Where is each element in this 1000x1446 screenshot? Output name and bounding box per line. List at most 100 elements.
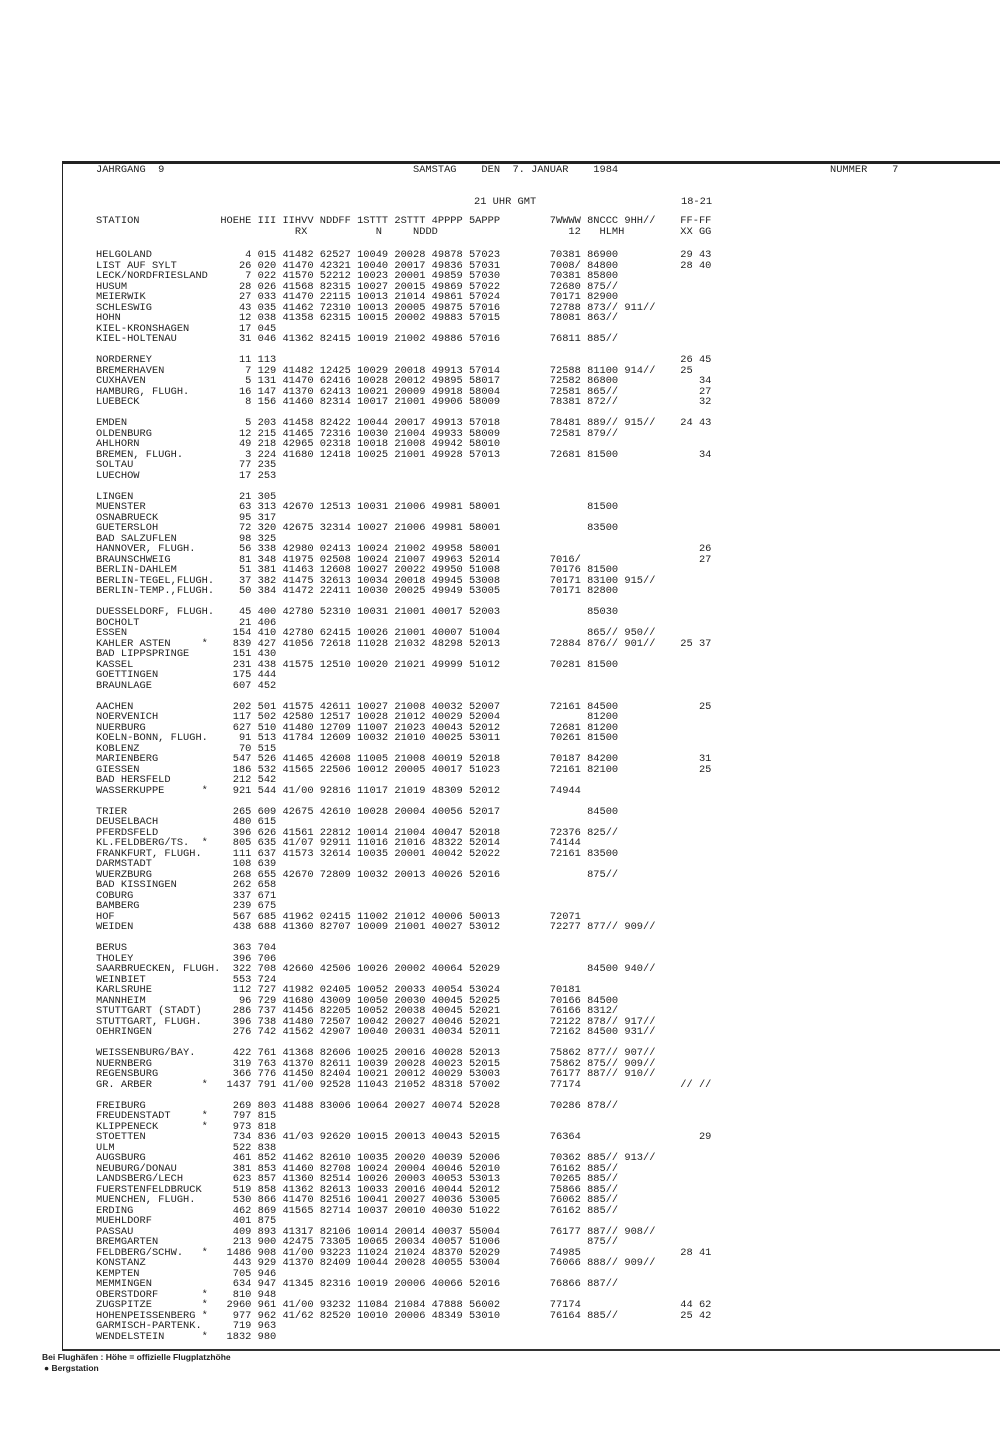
station-elevation: 1437 xyxy=(226,1078,252,1091)
gust-ff-gg: 42 xyxy=(698,1309,712,1322)
table-row: HELGOLAND 4 015 41482 62527 10049 20028 49878 57… xyxy=(0,250,1000,261)
station-name: KAHLER ASTEN xyxy=(96,637,171,650)
group-7wwww: 76364 xyxy=(549,1131,581,1143)
group-1sttt: 10025 xyxy=(357,1047,389,1059)
station-elevation: 396 xyxy=(232,826,252,839)
station-elevation: 151 xyxy=(232,648,252,660)
station-name: HOHENPEISSENBERG xyxy=(96,1309,196,1322)
station-name: BERLIN-TEGEL,FLUGH. xyxy=(96,574,215,587)
group-4pppp: 40056 xyxy=(431,805,463,818)
group-5appp: 52013 xyxy=(468,1047,501,1059)
group-1sttt: 10024 xyxy=(357,1162,389,1175)
group-4pppp: 40064 xyxy=(431,963,463,975)
mountain-station-mark: * xyxy=(201,837,208,849)
group-8nccc: 875// xyxy=(587,1057,619,1070)
group-iihvv: 41465 xyxy=(282,427,314,440)
station-name: BREMERHAVEN xyxy=(96,364,165,377)
group-1sttt: 10031 xyxy=(357,606,389,618)
station-number: 738 xyxy=(257,1015,277,1028)
group-iihvv: 42660 xyxy=(282,963,314,975)
group-2sttt: 20034 xyxy=(394,1236,426,1248)
table-row: NUERBURG 627 510 41480 12709 11007 21023 40043 5… xyxy=(0,721,1000,734)
station-name: DARMSTADT xyxy=(96,858,152,870)
station-elevation: 567 xyxy=(232,910,252,923)
group-iihvv: 41565 xyxy=(282,1204,314,1217)
table-row: GOETTINGEN 175 444 xyxy=(0,670,1000,681)
station-name: NUERNBERG xyxy=(96,1057,152,1070)
group-1sttt: 10010 xyxy=(357,1309,389,1322)
group-nddff: 12517 xyxy=(319,711,351,723)
group-7wwww: 76166 xyxy=(549,1005,581,1017)
station-name: WEIDEN xyxy=(96,921,134,933)
group-4pppp: 49836 xyxy=(431,259,463,272)
station-number: 348 xyxy=(257,553,277,566)
group-4pppp: 49942 xyxy=(431,438,463,450)
column-subheader: 12 xyxy=(568,226,581,238)
group-5appp: 52011 xyxy=(468,1026,501,1038)
group-8nccc: 81200 xyxy=(587,721,619,734)
gust-ff-gg: 27 xyxy=(698,553,712,566)
station-elevation: 27 xyxy=(238,291,252,303)
group-5appp: 52012 xyxy=(468,1183,501,1196)
group-1sttt: 10040 xyxy=(357,1026,389,1038)
station-number: 639 xyxy=(257,858,277,870)
station-name: BERUS xyxy=(96,942,128,954)
station-number: 400 xyxy=(257,606,277,618)
group-8nccc: 865// xyxy=(587,385,619,398)
group-5appp: 51006 xyxy=(468,1236,501,1248)
station-elevation: 31 xyxy=(238,333,252,345)
group-iihvv: 41/00 xyxy=(282,784,314,797)
station-name: ULM xyxy=(96,1141,115,1154)
gust-ff-xx: 28 xyxy=(680,1246,693,1259)
station-name: BERLIN-DAHLEM xyxy=(96,564,177,576)
group-nddff: 42610 xyxy=(319,805,351,818)
group-5appp: 52010 xyxy=(468,1162,501,1175)
group-2sttt: 20002 xyxy=(394,312,426,324)
group-iihvv: 41680 xyxy=(282,994,314,1007)
group-nddff: 22812 xyxy=(319,826,351,839)
group-8nccc: 85030 xyxy=(587,606,619,618)
table-row: BREMGARTEN 213 900 42475 73305 10065 20034 4005… xyxy=(0,1237,1000,1248)
station-elevation: 461 xyxy=(232,1152,252,1164)
station-name: NEUBURG/DONAU xyxy=(96,1162,177,1175)
group-1sttt: 10023 xyxy=(357,270,389,282)
group-iihvv: 41561 xyxy=(282,826,314,839)
group-7wwww: 7016/ xyxy=(549,553,581,566)
table-row: WENDELSTEIN * 1832 980 xyxy=(0,1331,1000,1343)
table-row: BERLIN-TEMP.,FLUGH. 50 384 41472 22411 10030 2… xyxy=(0,586,1000,597)
station-elevation: 322 xyxy=(232,963,252,975)
group-2sttt: 21014 xyxy=(394,291,426,303)
table-row: WEIDEN 438 688 41360 82707 10009 21001 40027 530… xyxy=(0,922,1000,933)
group-2sttt: 20027 xyxy=(394,1015,426,1028)
table-row: BREMEN, FLUGH. 3 224 41680 12418 10025 21001 49… xyxy=(0,448,1000,461)
group-9hh: 909// xyxy=(624,1257,656,1269)
table-row: HANNOVER, FLUGH. 56 338 42980 02413 10024 2100… xyxy=(0,544,1000,555)
station-number: 224 xyxy=(257,448,277,461)
station-name: SOLTAU xyxy=(96,459,134,471)
station-name: MEIERWIK xyxy=(96,291,146,303)
group-4pppp: 40042 xyxy=(431,847,463,860)
station-name: ZUGSPITZE xyxy=(96,1299,152,1311)
group-4pppp: 40036 xyxy=(431,1194,463,1206)
group-nddff: 62416 xyxy=(319,375,351,387)
group-iihvv: 41/62 xyxy=(282,1309,314,1322)
station-number: 020 xyxy=(257,259,277,272)
table-row: FELDBERG/SCHW. * 1486 908 41/00 93223 11024 210… xyxy=(0,1246,1000,1259)
station-elevation: 1486 xyxy=(226,1246,252,1259)
group-2sttt: 21023 xyxy=(394,721,426,734)
station-number: 033 xyxy=(257,291,277,303)
column-header: 5APPP xyxy=(468,215,501,227)
station-number: 685 xyxy=(257,910,277,923)
group-iihvv: 42965 xyxy=(282,438,314,450)
group-iihvv: 41370 xyxy=(282,1257,314,1269)
table-row: SOLTAU 77 235 xyxy=(0,460,1000,471)
group-5appp: 52029 xyxy=(468,1246,501,1259)
station-number: 875 xyxy=(257,1215,277,1227)
station-number: 908 xyxy=(257,1246,277,1259)
table-row: GUETERSLOH 72 320 42675 32314 10027 21006 49981… xyxy=(0,523,1000,534)
group-4pppp: 49928 xyxy=(431,448,463,461)
group-1sttt: 10044 xyxy=(357,417,389,429)
station-number: 022 xyxy=(257,270,277,282)
group-4pppp: 49981 xyxy=(431,501,463,513)
station-number: 045 xyxy=(257,322,277,335)
